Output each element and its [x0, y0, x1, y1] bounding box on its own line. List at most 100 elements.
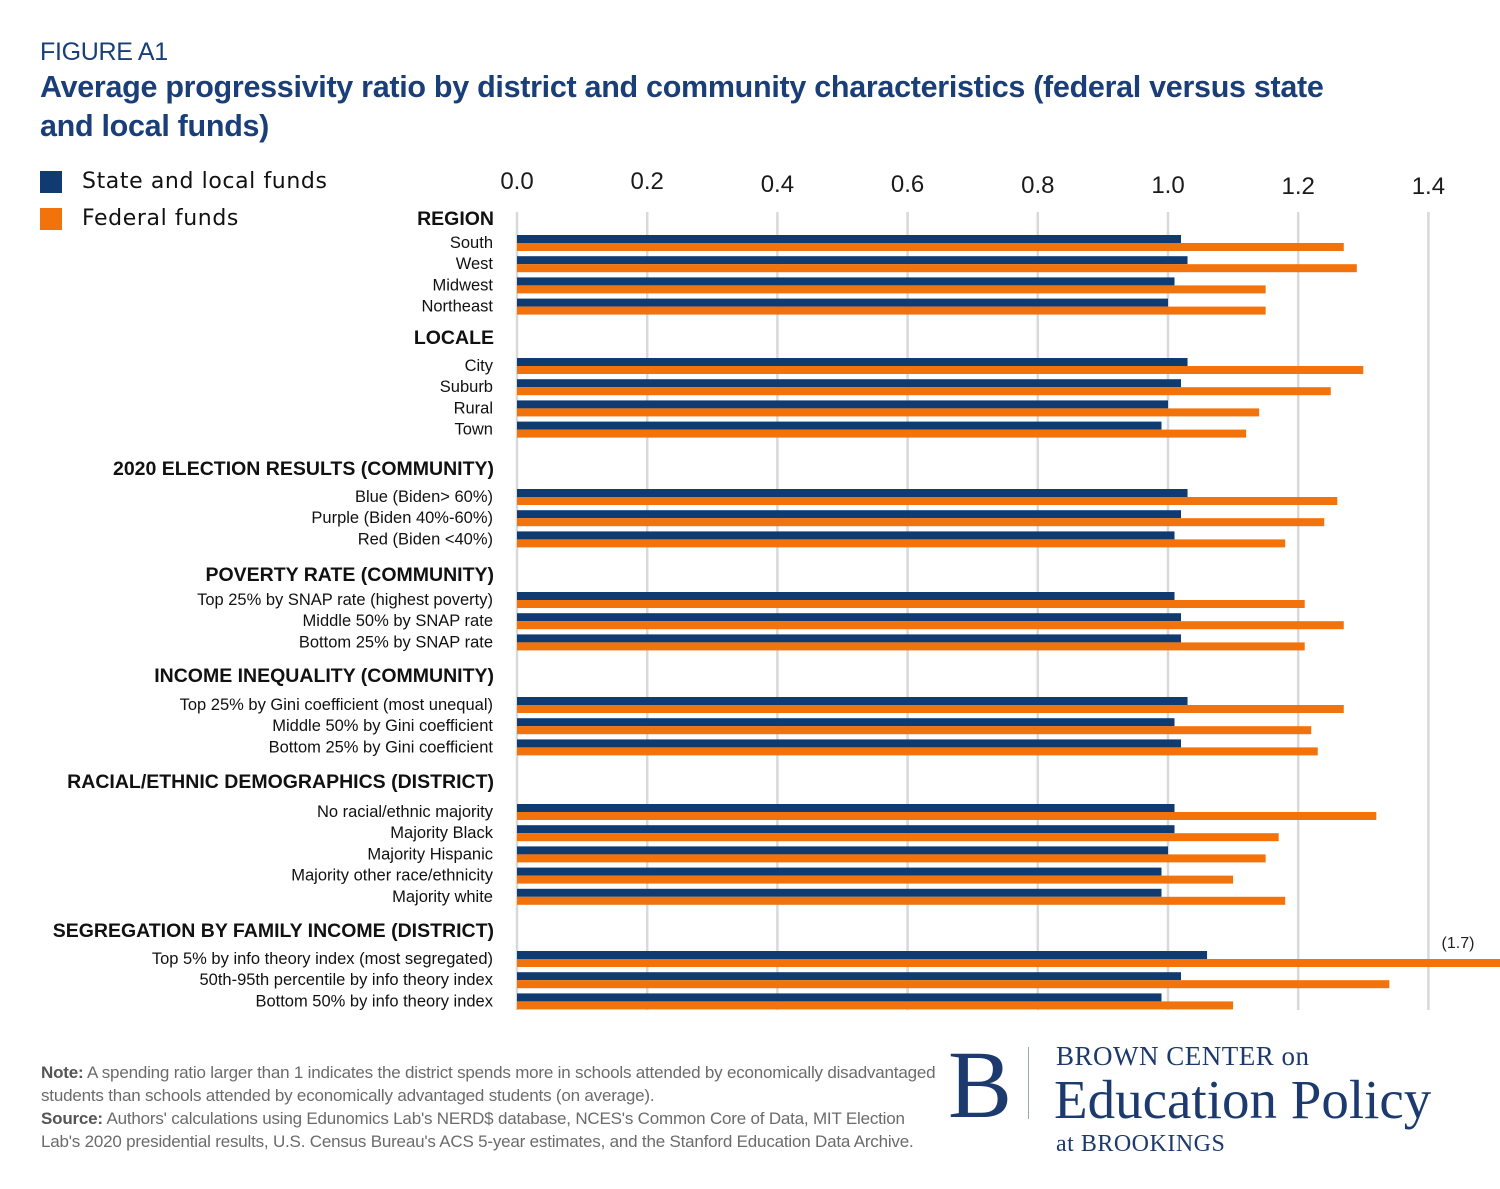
bar-federal: [517, 875, 1234, 884]
category-label: 50th-95th percentile by info theory inde…: [199, 971, 493, 989]
bar-federal: [517, 264, 1357, 273]
bar-state-local: [517, 867, 1162, 876]
bar-federal: [517, 285, 1266, 294]
bar-federal: [517, 497, 1338, 505]
bar-state-local: [517, 993, 1162, 1002]
group-header: REGION: [417, 208, 494, 230]
category-label: Top 25% by Gini coefficient (most unequa…: [180, 696, 493, 714]
bar-state-local: [517, 888, 1162, 897]
group-header: 2020 ELECTION RESULTS (COMMUNITY): [113, 458, 494, 480]
bar-federal: [517, 705, 1344, 713]
bar-state-local: [517, 256, 1188, 265]
category-label: Bottom 25% by Gini coefficient: [269, 738, 494, 756]
legend-item-federal: Federal funds: [40, 206, 239, 231]
category-label: Bottom 25% by SNAP rate: [299, 633, 493, 651]
x-tick-label: 1.2: [1282, 173, 1315, 200]
bar-federal: [517, 366, 1364, 374]
bar-state-local: [517, 718, 1175, 727]
bar-state-local: [517, 510, 1182, 519]
bar-state-local: [517, 277, 1175, 286]
bar-state-local: [517, 739, 1182, 748]
bar-federal: [517, 854, 1266, 863]
bar-federal: [517, 1001, 1234, 1010]
bar-federal: [517, 621, 1344, 630]
logo-letter: B: [948, 1031, 1013, 1138]
category-label: Majority Black: [390, 824, 493, 842]
bar-state-local: [517, 358, 1188, 366]
bar-state-local: [517, 846, 1168, 855]
note-block: Note: A spending ratio larger than 1 ind…: [41, 1061, 941, 1153]
chart-title: Average progressivity ratio by district …: [40, 70, 1324, 143]
bar-state-local: [517, 697, 1188, 705]
x-tick-label: 1.4: [1412, 173, 1445, 200]
category-label: Majority other race/ethnicity: [291, 867, 493, 885]
category-label: Purple (Biden 40%-60%): [311, 509, 493, 527]
category-label: Rural: [454, 399, 493, 417]
x-tick-label: 0.6: [891, 171, 924, 198]
category-label: Majority Hispanic: [367, 845, 493, 863]
x-tick-label: 1.0: [1151, 172, 1184, 199]
bar-annotation: (1.7): [1442, 935, 1475, 952]
logo-line1: BROWN CENTER on: [1056, 1041, 1310, 1071]
bar-federal: [517, 539, 1286, 548]
category-label: Majority white: [392, 888, 493, 906]
x-tick-label: 0.0: [500, 168, 533, 195]
bar-state-local: [517, 298, 1168, 307]
group-header: LOCALE: [414, 327, 494, 349]
bar-federal: [517, 812, 1377, 820]
category-label: South: [450, 234, 493, 252]
x-tick-label: 0.2: [631, 168, 664, 195]
note-label: Note:: [41, 1063, 84, 1082]
category-label: No racial/ethnic majority: [317, 803, 494, 821]
brookings-logo: B BROWN CENTER on Education Policy at BR…: [948, 1035, 1488, 1165]
logo-line3: at BROOKINGS: [1056, 1131, 1226, 1157]
bar-federal: [517, 642, 1305, 651]
bar-federal: [517, 747, 1318, 756]
logo-divider: [1028, 1047, 1029, 1119]
category-labels: REGION South West Midwest Northeast LOCALE Cit…: [53, 208, 1475, 1010]
bar-federal: [517, 243, 1344, 251]
bar-federal: [517, 980, 1390, 989]
bar-state-local: [517, 592, 1175, 600]
category-label: Northeast: [421, 298, 493, 316]
bar-state-local: [517, 825, 1175, 834]
bar-federal: [517, 408, 1260, 417]
category-label: Bottom 50% by info theory index: [255, 992, 493, 1010]
category-label: Top 5% by info theory index (most segreg…: [152, 950, 493, 968]
legend-label-federal: Federal funds: [82, 206, 239, 231]
bar-state-local: [517, 531, 1175, 540]
bar-state-local: [517, 235, 1182, 243]
category-label: Town: [454, 421, 493, 439]
group-header: SEGREGATION BY FAMILY INCOME (DISTRICT): [53, 920, 494, 942]
group-header: INCOME INEQUALITY (COMMUNITY): [154, 665, 494, 687]
bar-federal: [517, 387, 1331, 396]
bars: [517, 235, 1500, 1010]
bar-state-local: [517, 489, 1188, 497]
category-label: Midwest: [432, 276, 493, 294]
category-label: Middle 50% by SNAP rate: [303, 612, 493, 630]
category-label: Middle 50% by Gini coefficient: [272, 717, 493, 735]
group-header: RACIAL/ETHNIC DEMOGRAPHICS (DISTRICT): [67, 771, 494, 793]
x-tick-label: 0.8: [1021, 172, 1054, 199]
bar-state-local: [517, 400, 1168, 409]
x-axis-ticks: 0.0 0.2 0.4 0.6 0.8 1.0 1.2 1.4: [500, 168, 1445, 200]
bar-federal: [517, 896, 1286, 905]
bar-state-local: [517, 634, 1182, 643]
category-label: Blue (Biden> 60%): [355, 488, 493, 506]
category-label: City: [465, 357, 494, 375]
legend-swatch-state-local: [40, 170, 62, 193]
source-text: Authors' calculations using Edunomics La…: [41, 1109, 914, 1151]
source-label: Source:: [41, 1109, 103, 1128]
category-label: Red (Biden <40%): [358, 530, 493, 548]
bar-federal: [517, 833, 1279, 842]
category-label: Suburb: [440, 378, 493, 396]
legend-label-state-local: State and local funds: [82, 169, 328, 194]
bar-state-local: [517, 613, 1182, 622]
legend-swatch-federal: [40, 207, 62, 230]
bar-federal: [517, 600, 1305, 608]
bar-state-local: [517, 379, 1182, 388]
legend-item-state-local: State and local funds: [40, 169, 328, 194]
bar-state-local: [517, 421, 1162, 430]
bar-state-local: [517, 972, 1182, 981]
figure-label: FIGURE A1: [40, 38, 168, 66]
